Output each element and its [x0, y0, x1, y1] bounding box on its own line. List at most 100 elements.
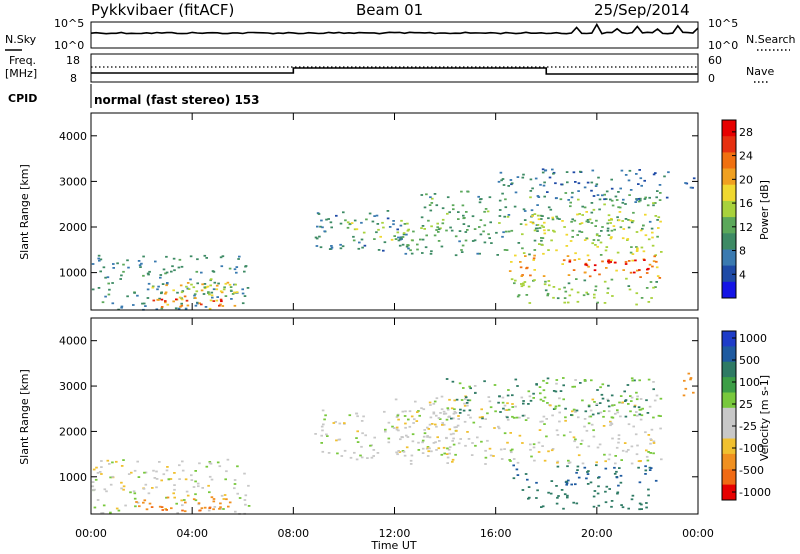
data-cell	[502, 231, 505, 234]
data-cell	[605, 190, 609, 193]
data-cell	[550, 239, 553, 242]
data-cell	[547, 491, 550, 494]
nave-tick-bottom: 0	[708, 72, 715, 85]
colorbar-tick-label: 28	[739, 126, 753, 139]
data-cell	[540, 237, 543, 239]
data-cell	[405, 233, 408, 236]
data-cell	[614, 195, 618, 198]
data-cell	[120, 306, 123, 309]
data-cell	[440, 245, 444, 248]
data-cell	[596, 492, 600, 495]
data-cell	[542, 379, 545, 382]
data-cell	[122, 263, 125, 266]
colorbar-swatch	[722, 377, 736, 393]
data-cell	[413, 418, 416, 421]
data-cell	[607, 219, 611, 222]
data-cell	[653, 255, 656, 258]
data-cell	[652, 440, 656, 443]
data-cell	[228, 267, 232, 270]
data-cell	[586, 293, 590, 296]
data-cell	[501, 396, 505, 399]
data-cell	[448, 211, 451, 214]
data-cell	[375, 231, 378, 234]
data-cell	[639, 398, 643, 400]
data-cell	[599, 254, 603, 256]
data-cell	[416, 248, 419, 251]
data-cell	[200, 303, 203, 306]
data-cell	[656, 190, 659, 192]
data-cell	[450, 417, 453, 420]
data-cell	[581, 214, 584, 216]
data-cell	[453, 426, 457, 429]
velocity-x-axis: 00:00 04:00 08:00 12:00 16:00 20:00 00:00	[75, 113, 714, 540]
data-cell	[223, 286, 226, 289]
data-cell	[579, 170, 582, 173]
data-cell	[509, 432, 512, 434]
data-cell	[437, 240, 441, 242]
data-cell	[236, 492, 239, 495]
data-cell	[421, 439, 425, 442]
data-cell	[203, 283, 207, 285]
data-cell	[600, 393, 604, 396]
data-cell	[364, 434, 367, 437]
data-cell	[194, 304, 198, 307]
data-cell	[526, 478, 529, 481]
data-cell	[607, 458, 611, 461]
data-cell	[657, 216, 661, 219]
data-cell	[400, 436, 404, 438]
data-cell	[555, 197, 558, 199]
data-cell	[633, 379, 636, 382]
data-cell	[408, 425, 412, 428]
data-cell	[449, 226, 452, 229]
data-cell	[472, 421, 476, 424]
data-cell	[652, 204, 655, 207]
data-cell	[164, 291, 168, 294]
x-tick-label: 20:00	[581, 527, 613, 540]
data-cell	[417, 441, 420, 444]
data-cell	[592, 435, 596, 438]
data-cell	[526, 417, 530, 419]
data-cell	[442, 410, 446, 413]
data-cell	[610, 236, 613, 238]
data-cell	[538, 386, 542, 388]
data-cell	[590, 379, 593, 382]
data-cell	[219, 303, 222, 306]
data-cell	[583, 279, 587, 282]
data-cell	[416, 411, 419, 413]
data-cell	[453, 399, 456, 402]
data-cell	[659, 397, 663, 400]
data-cell	[216, 461, 220, 464]
data-cell	[426, 435, 429, 437]
data-cell	[442, 413, 446, 415]
data-cell	[445, 229, 448, 232]
data-cell	[122, 488, 125, 491]
data-cell	[448, 452, 451, 455]
data-cell	[394, 398, 398, 401]
data-cell	[429, 252, 433, 255]
data-cell	[430, 225, 433, 228]
data-cell	[427, 219, 430, 222]
data-cell	[435, 449, 438, 451]
data-cell	[571, 191, 574, 194]
data-cell	[470, 454, 474, 456]
data-cell	[593, 264, 597, 267]
data-cell	[550, 480, 554, 482]
data-cell	[536, 230, 539, 232]
data-cell	[631, 253, 635, 255]
data-cell	[598, 235, 601, 237]
data-cell	[411, 433, 415, 436]
data-cell	[412, 422, 415, 424]
data-cell	[620, 504, 623, 506]
data-cell	[238, 255, 241, 258]
data-cell	[461, 204, 465, 207]
data-cell	[584, 410, 588, 413]
data-cell	[396, 414, 400, 417]
data-cell	[117, 509, 121, 512]
colorbar-tick-label: 8	[739, 245, 746, 258]
data-cell	[585, 429, 589, 432]
data-cell	[689, 377, 693, 379]
data-cell	[180, 298, 184, 301]
data-cell	[621, 220, 624, 222]
data-cell	[440, 408, 444, 411]
